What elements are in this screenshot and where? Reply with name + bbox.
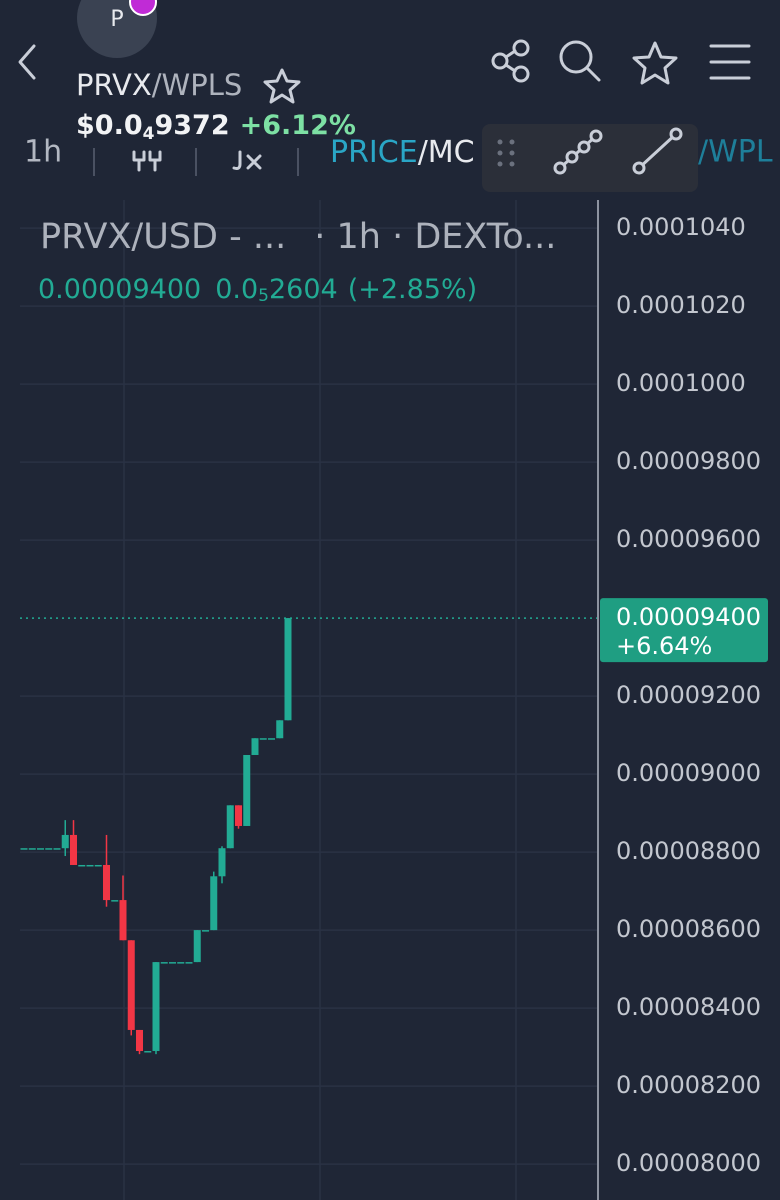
base: PRVX: [76, 68, 152, 102]
formula-tool[interactable]: [232, 150, 262, 170]
watchlist-button[interactable]: [632, 41, 678, 85]
price-tag-value: 0.00009400: [616, 603, 761, 631]
legend-change-zeros: 5: [258, 286, 269, 306]
candle-body: [259, 738, 267, 740]
y-tick-label: 0.00008600: [616, 915, 761, 943]
candle-body: [251, 738, 259, 755]
share-button[interactable]: [491, 39, 530, 83]
multi-point-line-tool[interactable]: [553, 129, 603, 175]
price-tag: [600, 598, 768, 663]
candle-body: [226, 805, 234, 849]
candle-body: [20, 848, 28, 850]
avatar-letter: P: [110, 7, 123, 32]
ohlc-legend: 0.00009400 0.052604 (+2.85%): [38, 274, 477, 307]
candle-body: [70, 834, 77, 865]
y-tick-label: 0.00009000: [616, 759, 761, 787]
trend-line-tool[interactable]: [632, 127, 683, 175]
candle-body: [53, 848, 61, 850]
candle-body: [193, 930, 201, 963]
indicator-tool[interactable]: [132, 150, 162, 172]
chain-badge: [129, 0, 157, 16]
y-tick-label: 0.00008400: [616, 993, 761, 1021]
price-zeros: 4: [143, 124, 155, 144]
y-tick-label: 0.00009600: [616, 525, 761, 553]
y-tick-label: 0.0001020: [616, 291, 746, 319]
legend-change-digits: 2604: [269, 274, 338, 305]
candle-body: [268, 738, 275, 740]
legend-change-pct: (+2.85%): [348, 274, 477, 305]
candle-body: [28, 848, 36, 850]
candle-body: [202, 930, 209, 932]
candle-body: [169, 962, 176, 964]
y-tick-label: 0.0001040: [616, 213, 746, 241]
pair-tail: /WPL: [698, 135, 773, 170]
mode-rest: /MC: [418, 135, 475, 170]
candle-body: [284, 618, 292, 721]
back-button[interactable]: [18, 44, 36, 80]
candle-body: [119, 900, 127, 941]
price-mode[interactable]: PRICE/MC: [330, 135, 475, 170]
y-tick-label: 0.0001000: [616, 369, 746, 397]
candle-body: [94, 864, 102, 867]
candle-body: [144, 1051, 152, 1053]
grid: [20, 227, 598, 1165]
y-tick-label: 0.00008200: [616, 1071, 761, 1099]
y-tick-label: 0.00009800: [616, 447, 761, 475]
candle-body: [218, 848, 226, 877]
candle-body: [37, 848, 44, 850]
interval[interactable]: 1h: [24, 135, 62, 170]
slash: /: [152, 68, 162, 102]
candle-body: [210, 876, 218, 931]
candle-body: [127, 940, 135, 1030]
drawing-panel: [482, 124, 698, 192]
candle-body: [103, 864, 110, 901]
search-button[interactable]: [559, 40, 601, 82]
candle-body: [235, 805, 242, 826]
candle-body: [78, 864, 86, 867]
price-change: +6.12%: [240, 110, 356, 141]
symbol: PRVX/USD - ...: [40, 217, 286, 257]
candle-body: [177, 962, 185, 964]
candle-body: [276, 720, 284, 739]
price-digits: 9372: [154, 110, 229, 141]
price-axis: 0.0001040 0.0001020 0.0001000 0.00009800 0.0…: [600, 213, 768, 1177]
vertical-grid: [123, 200, 517, 1200]
candle-body: [111, 900, 119, 902]
candle-body: [61, 834, 69, 849]
price-prefix: $0.0: [76, 110, 143, 141]
price: $0.049372 +6.12%: [76, 110, 356, 145]
candle-body: [185, 962, 193, 964]
y-tick-label: 0.00008000: [616, 1149, 761, 1177]
candle-body: [152, 962, 160, 1052]
chart-title: PRVX/USD - ... · 1h · DEXTo...: [40, 217, 556, 257]
candle-body: [136, 1029, 143, 1052]
y-tick-label: 0.00008800: [616, 837, 761, 865]
quote: WPLS: [162, 68, 243, 102]
candle-body: [86, 864, 94, 867]
pair-base: PRVX/WPLS: [76, 68, 242, 102]
candle-body: [243, 754, 251, 826]
menu-button[interactable]: [709, 44, 751, 80]
drag-handle[interactable]: [497, 139, 515, 167]
candle-body: [160, 962, 168, 964]
y-tick-label: 0.00009200: [616, 681, 761, 709]
candle-body: [45, 848, 53, 850]
plot: [20, 618, 292, 1055]
legend-change-prefix: 0.0: [215, 274, 258, 305]
price-tag-change: +6.64%: [616, 632, 712, 660]
favorite-pair[interactable]: [263, 68, 301, 104]
legend-price: 0.00009400: [38, 274, 201, 305]
chart-subtitle: · 1h · DEXTo...: [314, 217, 556, 257]
mode-active: PRICE: [330, 135, 418, 170]
